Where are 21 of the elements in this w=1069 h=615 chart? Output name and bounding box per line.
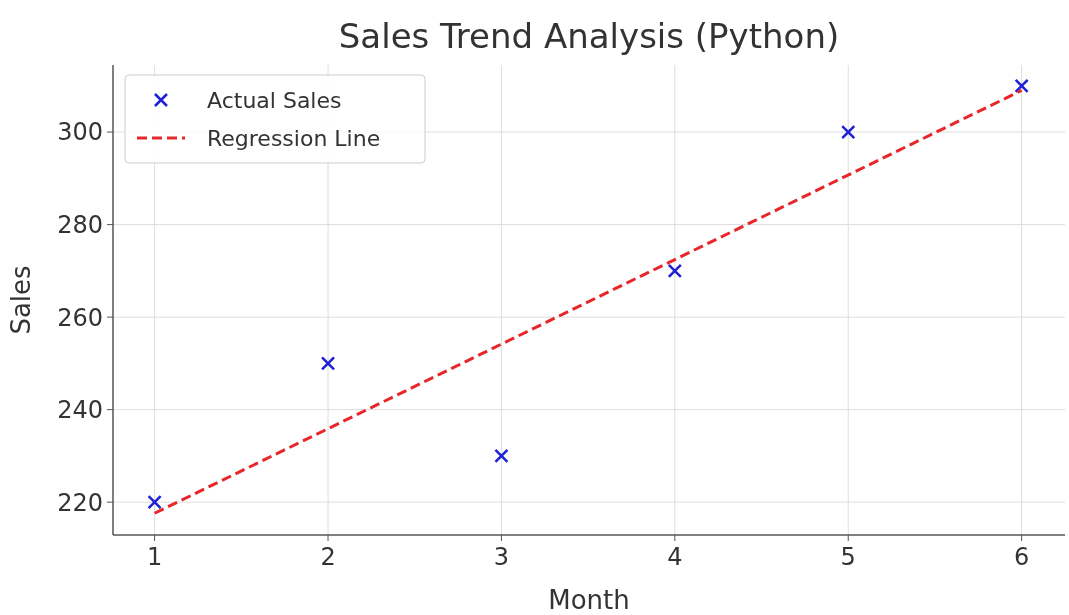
point — [840, 124, 856, 140]
y-tick-label: 220 — [57, 488, 103, 517]
legend-label: Actual Sales — [207, 87, 342, 113]
point — [494, 448, 509, 464]
y-tick-label: 240 — [57, 396, 103, 425]
y-axis-title: Sales — [6, 265, 36, 335]
legend-label: Regression Line — [207, 125, 381, 151]
x-tick-label: 3 — [493, 543, 510, 571]
point — [320, 356, 336, 371]
y-tick-label: 280 — [57, 211, 103, 239]
chart-title: Sales Trend Analysis (Python) — [338, 16, 840, 56]
x-tick-label: 1 — [146, 543, 163, 571]
x-axis-title: Month — [548, 585, 630, 615]
y-tick-label: 300 — [57, 118, 103, 147]
point — [147, 494, 162, 510]
x-tick-label: 2 — [320, 543, 336, 571]
x-tick-label: 5 — [840, 543, 856, 571]
y-tick-label: 260 — [57, 303, 103, 332]
x-tick-label: 6 — [1014, 543, 1030, 571]
point — [667, 263, 683, 279]
x-tick-label: 4 — [667, 543, 683, 571]
